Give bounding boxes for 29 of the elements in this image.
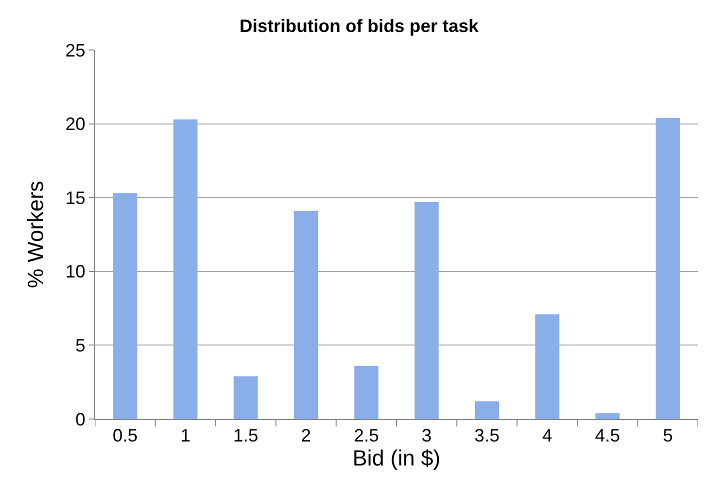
x-axis-title: Bid (in $): [352, 446, 441, 471]
y-axis-title: % Workers: [23, 180, 48, 288]
y-tick-label: 10: [65, 262, 86, 282]
bar: [595, 413, 620, 419]
y-tick-label: 5: [75, 336, 86, 356]
bar: [173, 119, 198, 419]
x-tick-label: 5: [662, 426, 673, 446]
x-tick-label: 3: [422, 426, 432, 446]
bar: [535, 314, 560, 419]
x-tick-label: 1.5: [233, 426, 258, 446]
x-tick-label: 0.5: [112, 426, 138, 446]
y-tick-label: 25: [65, 40, 86, 60]
bar: [113, 193, 138, 419]
x-tick-label: 2: [301, 426, 312, 446]
x-tick-label: 3.5: [474, 426, 500, 446]
x-tick-label: 2.5: [354, 426, 379, 446]
bar: [414, 202, 439, 419]
bar: [656, 118, 680, 419]
bar: [234, 376, 258, 419]
chart-title: Distribution of bids per task: [239, 16, 480, 36]
y-tick-label: 0: [75, 409, 86, 430]
y-tick-label: 15: [65, 188, 86, 208]
x-tick-label: 4: [542, 426, 552, 446]
x-tick-label: 1: [180, 426, 190, 446]
bar: [294, 210, 318, 419]
x-tick-label: 4.5: [595, 426, 620, 446]
bar: [474, 401, 500, 419]
y-tick-label: 20: [65, 114, 86, 134]
bar: [354, 366, 378, 419]
